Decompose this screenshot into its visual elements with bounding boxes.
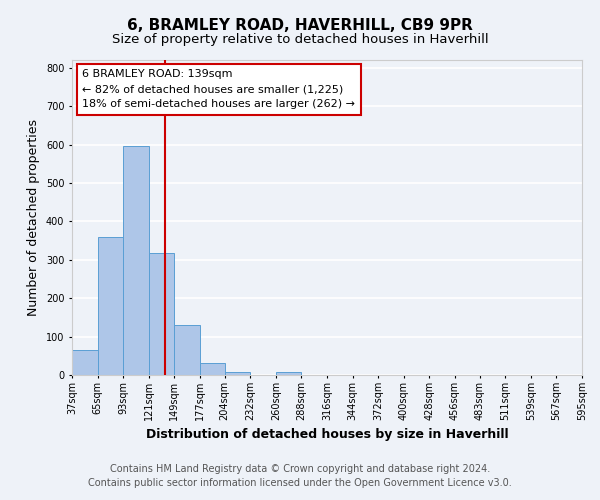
Bar [72,350,98,375]
Text: Size of property relative to detached houses in Haverhill: Size of property relative to detached ho… [112,32,488,46]
Bar [200,364,224,375]
Text: 6, BRAMLEY ROAD, HAVERHILL, CB9 9PR: 6, BRAMLEY ROAD, HAVERHILL, CB9 9PR [127,18,473,32]
Bar [123,146,149,375]
Bar [149,253,175,375]
Bar [98,238,123,375]
X-axis label: Distribution of detached houses by size in Haverhill: Distribution of detached houses by size … [146,428,508,442]
Bar [224,372,250,375]
Y-axis label: Number of detached properties: Number of detached properties [28,119,40,316]
Bar [276,372,301,375]
Text: Contains HM Land Registry data © Crown copyright and database right 2024.
Contai: Contains HM Land Registry data © Crown c… [88,464,512,487]
Bar [175,325,200,375]
Text: 6 BRAMLEY ROAD: 139sqm
← 82% of detached houses are smaller (1,225)
18% of semi-: 6 BRAMLEY ROAD: 139sqm ← 82% of detached… [82,70,355,109]
